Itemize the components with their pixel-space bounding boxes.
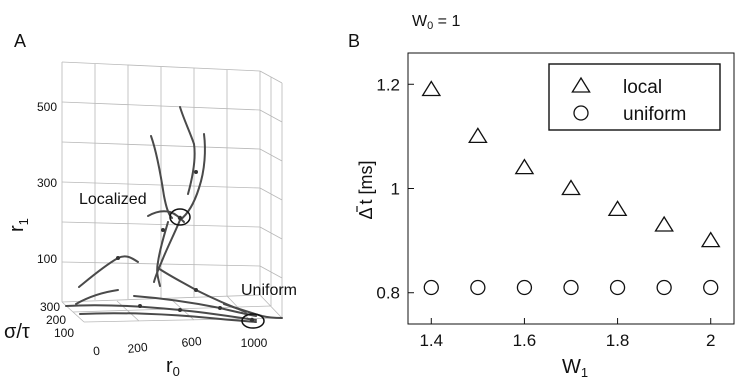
data-point-uniform [609,279,626,296]
legend-label-local: local [623,77,662,98]
r1-tick-100: 100 [37,252,57,266]
y-axis-ticks: 0.8 1 1.2 [376,75,414,303]
x-tick-label: 1.4 [419,331,443,350]
data-point-uniform [703,279,719,296]
r0-tick-0: 0 [93,344,101,359]
data-point-uniform [656,279,672,296]
y-tick-label: 0.8 [376,284,400,303]
trajectory-left-1 [78,255,139,288]
legend-label-uniform: uniform [623,104,686,125]
uniform-annotation: Uniform [241,282,297,299]
legend-marker-local [571,76,591,93]
legend: local uniform [548,63,721,131]
data-point-local [468,127,488,144]
r0-tick-600: 600 [181,334,203,350]
panel-a: A [4,31,297,377]
data-point-local [561,179,581,196]
chart-marks [421,80,721,296]
trajectory-localized-4 [179,106,196,195]
sigma-tick-200: 200 [46,313,66,327]
data-point-uniform [516,279,533,296]
localized-annotation: Localized [79,191,147,208]
y-tick-label: 1.2 [376,75,400,94]
sigma-tau-axis-label: σ/τ [4,321,30,343]
data-point-local [514,158,535,175]
r0-axis-label: r0 [166,355,180,377]
data-point-local [607,200,628,216]
trajectory-localized-3 [153,219,181,283]
r0-tick-200: 200 [127,340,149,356]
data-point-uniform [563,279,579,296]
svg-text:Δt [ms]: Δt [ms] [356,160,376,219]
trajectory-localized-6 [156,221,169,287]
panel-b-label: B [348,31,360,51]
data-point-local [700,231,721,248]
trajectory-localized-5 [150,135,173,219]
data-point-local [654,215,674,232]
data-point-local [421,80,442,97]
trajectory-left-2 [75,289,119,305]
trajectory-localized-2 [179,133,206,221]
sigma-tick-300: 300 [40,300,60,314]
data-point-uniform [470,279,486,296]
localized-marker [169,208,191,226]
data-point-uniform [423,279,439,296]
chart-b-title: W0 = 1 [412,13,460,32]
x-axis-ticks: 1.4 1.6 1.8 2 [419,318,715,350]
y-tick-label: 1 [391,180,400,199]
r0-tick-1000: 1000 [241,336,268,350]
x-tick-label: 2 [706,331,715,350]
panel-b: B W0 = 1 0.8 1 1.2 1.4 1.6 1.8 2 Δt [ms] W1 l… [348,13,735,377]
y-axis-label: Δt [ms] [356,160,376,219]
x-axis-label: W1 [562,356,588,377]
x-tick-label: 1.8 [606,331,630,350]
r1-tick-500: 500 [37,100,57,114]
r1-axis-label: r1 [6,218,31,232]
x-tick-label: 1.6 [513,331,537,350]
legend-marker-uniform [573,105,589,121]
r1-tick-300: 300 [37,176,57,190]
uniform-marker [241,313,265,329]
sigma-tick-100: 100 [54,326,74,340]
panel-a-label: A [14,31,26,51]
